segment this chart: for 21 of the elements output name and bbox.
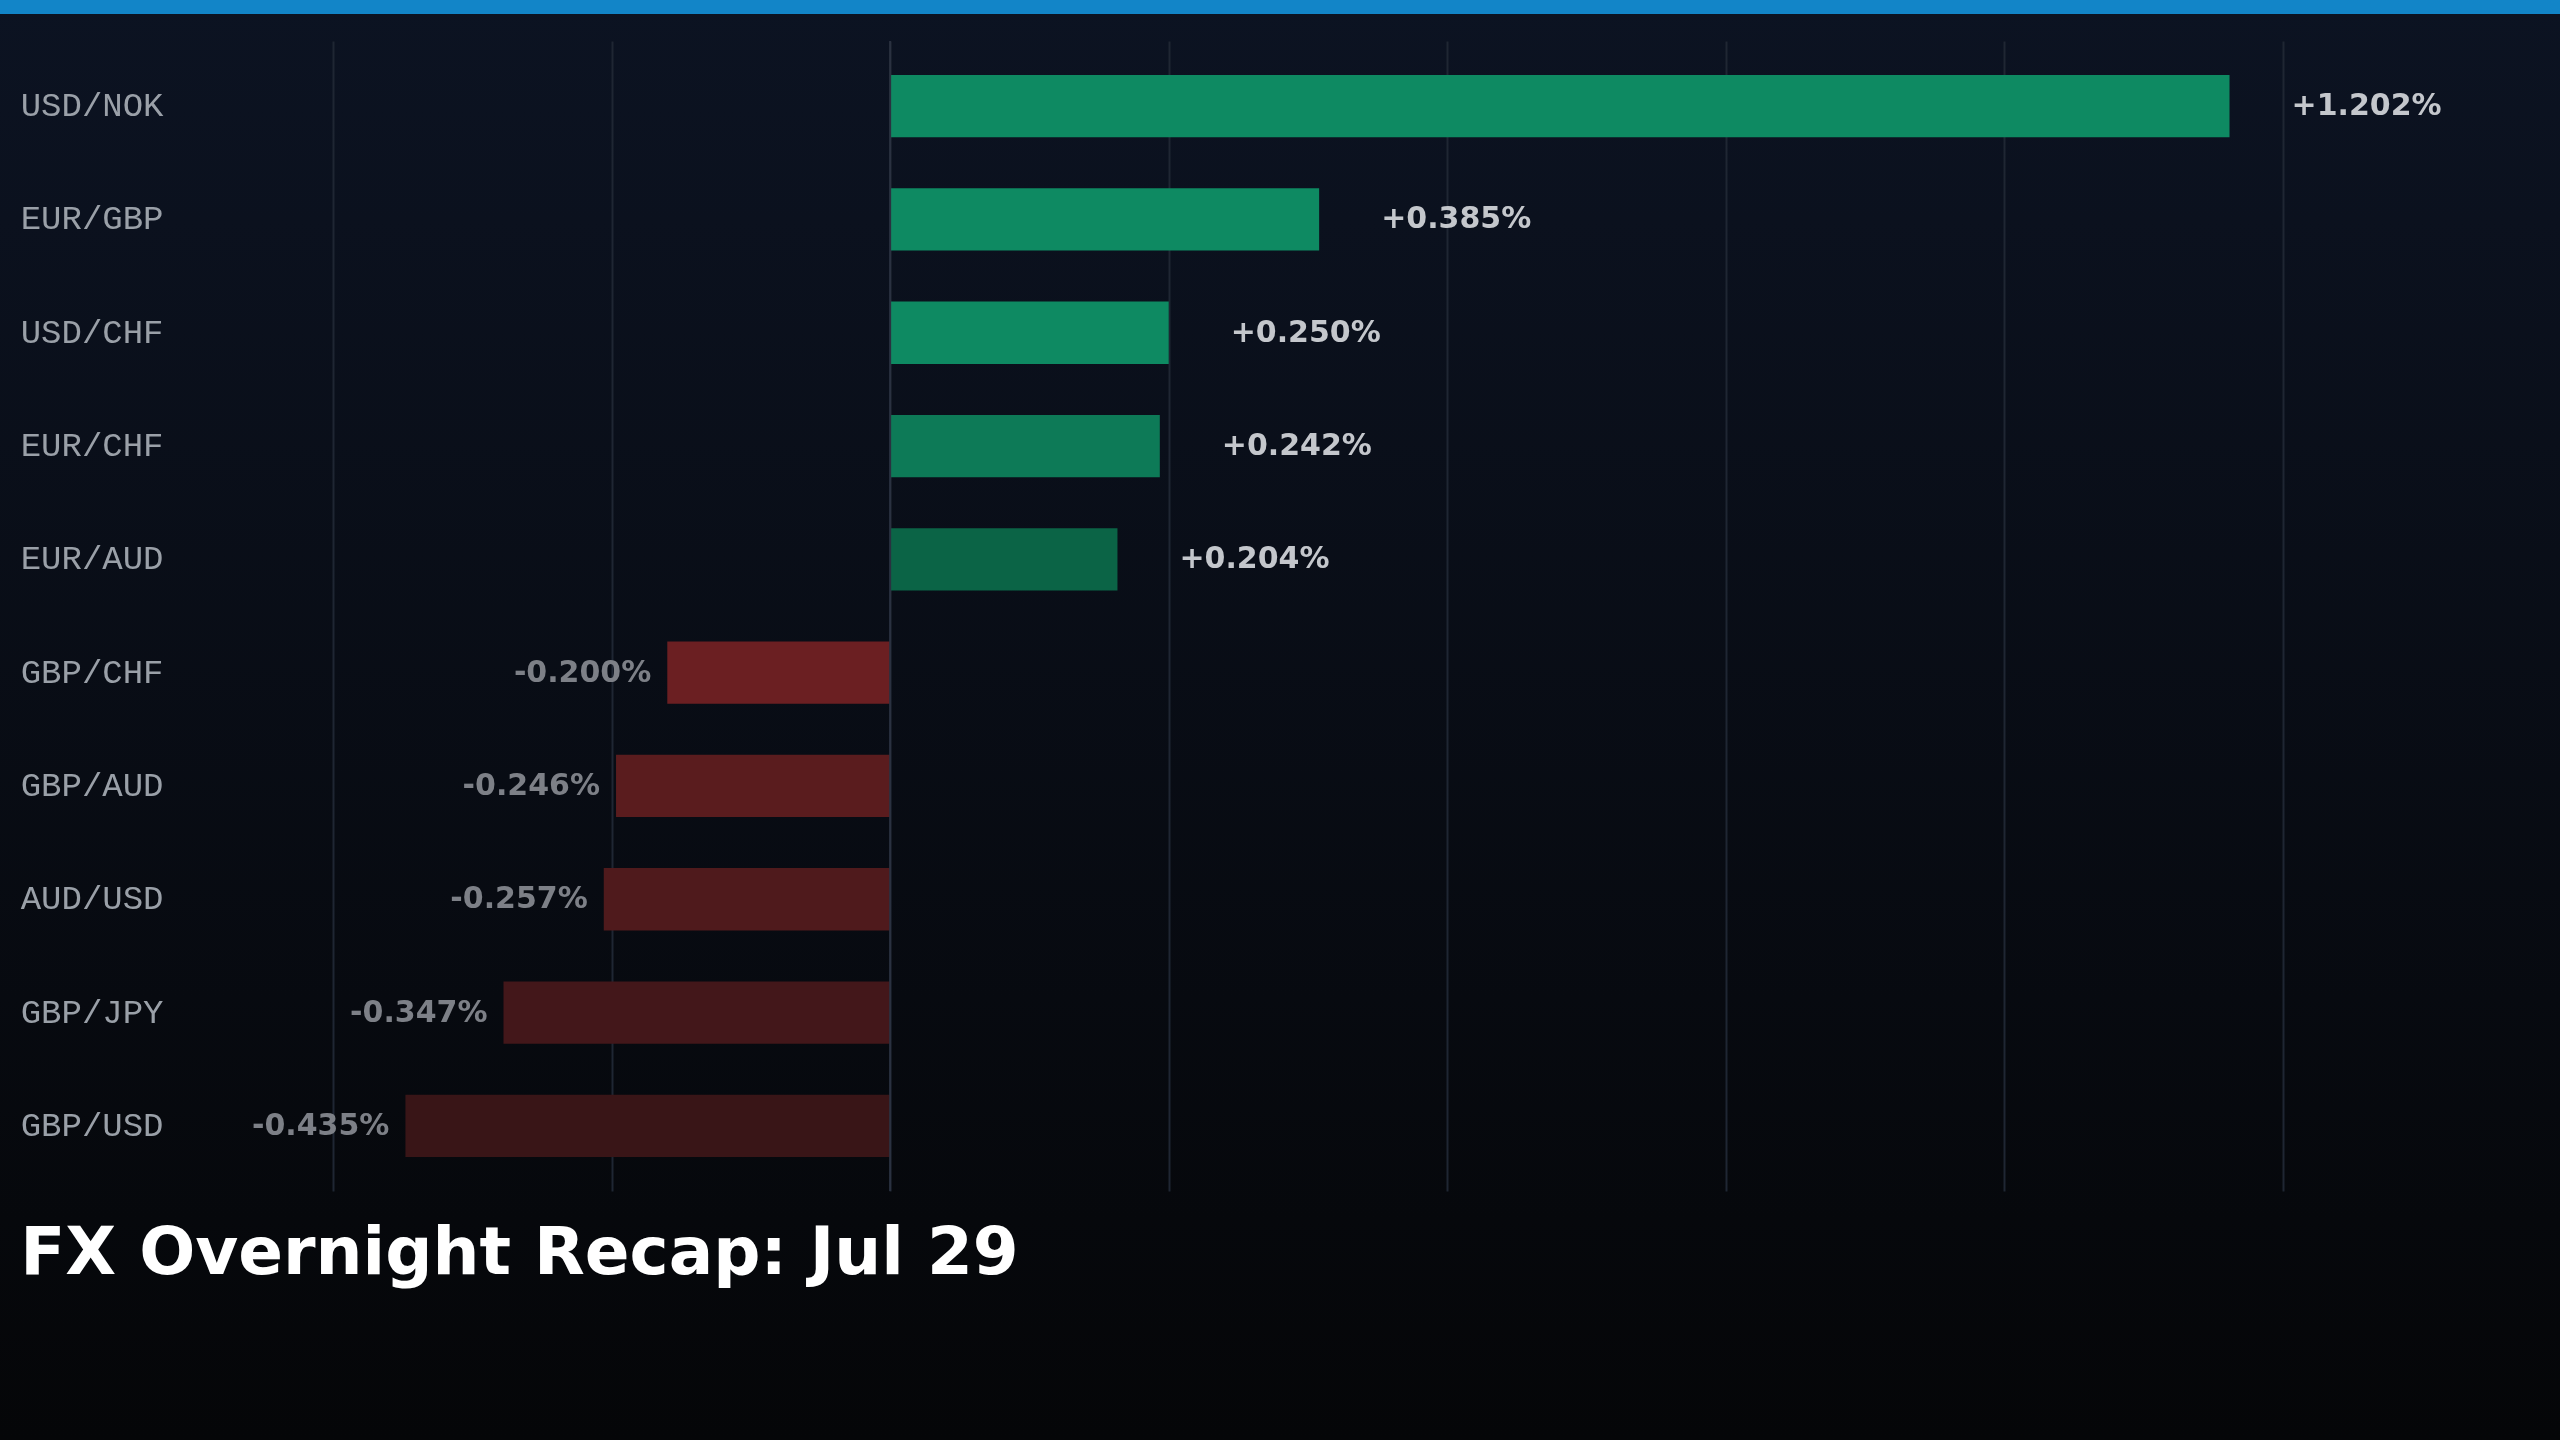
- data-label: +0.242%: [1221, 427, 1372, 463]
- data-label: +0.250%: [1230, 313, 1381, 349]
- data-label: +0.385%: [1381, 200, 1532, 236]
- y-tick-label: GBP/AUD: [20, 767, 164, 806]
- data-label: -0.347%: [350, 993, 488, 1029]
- data-label: -0.435%: [252, 1106, 390, 1142]
- data-label: -0.246%: [462, 766, 601, 802]
- data-label: +0.204%: [1179, 540, 1330, 576]
- data-label: -0.257%: [450, 880, 588, 916]
- y-tick-label: GBP/CHF: [20, 654, 164, 693]
- y-tick-label: EUR/AUD: [20, 541, 164, 580]
- data-label: +1.202%: [2291, 87, 2442, 123]
- y-tick-label: AUD/USD: [20, 881, 164, 920]
- y-tick-label: GBP/USD: [20, 1107, 164, 1146]
- y-tick-label: EUR/GBP: [20, 201, 164, 240]
- y-tick-label: GBP/JPY: [20, 994, 164, 1033]
- y-tick-label: USD/NOK: [20, 88, 165, 127]
- y-tick-label: EUR/CHF: [20, 428, 164, 467]
- text: FX Overnight Recap: Jul 29: [20, 1213, 1019, 1290]
- y-tick-label: USD/CHF: [20, 314, 164, 353]
- data-label: -0.200%: [513, 653, 652, 689]
